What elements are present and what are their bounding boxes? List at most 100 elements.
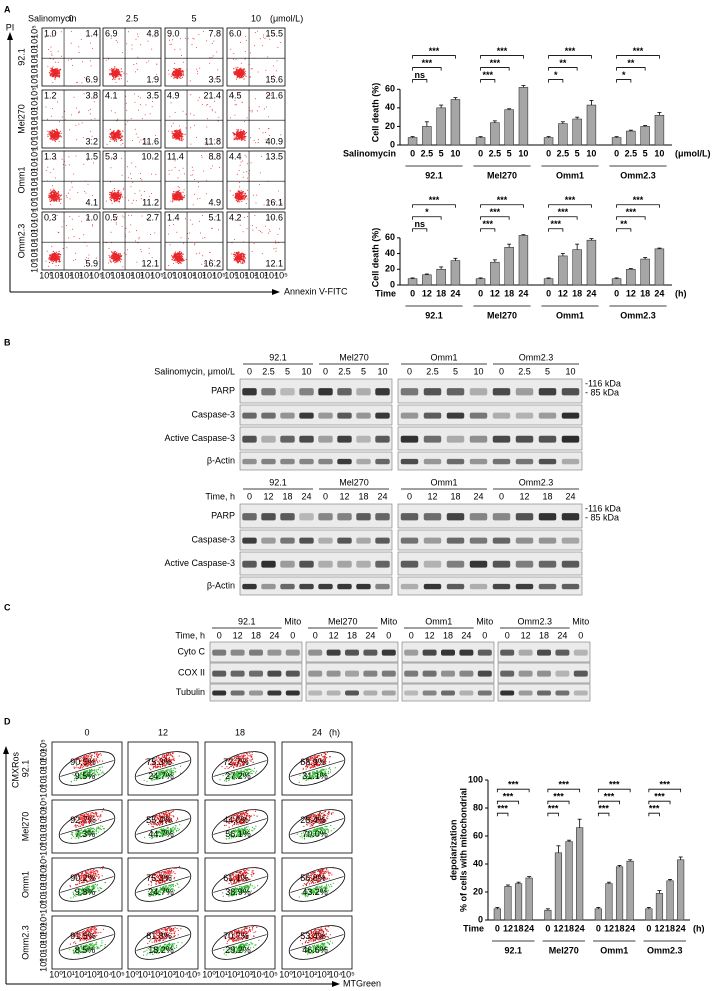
dot <box>234 256 236 258</box>
group-label: 92.1 <box>269 352 287 362</box>
dot <box>110 181 111 183</box>
bar <box>475 278 486 286</box>
dot <box>257 139 259 141</box>
dot <box>140 251 142 253</box>
dot <box>76 82 78 84</box>
dot <box>123 72 125 74</box>
dot <box>246 171 248 173</box>
panel-label: B <box>4 337 11 347</box>
bar <box>450 260 461 286</box>
dot <box>138 236 140 238</box>
dot <box>54 61 56 63</box>
lane-label: 0 <box>482 630 487 640</box>
quadrant-value: 11.6 <box>142 136 159 146</box>
dot <box>171 132 173 134</box>
dot <box>236 129 238 131</box>
dot <box>137 36 139 38</box>
dot <box>275 247 277 249</box>
dot <box>259 172 261 174</box>
blot-band <box>515 388 534 396</box>
dot <box>66 225 67 227</box>
dot <box>148 247 150 249</box>
dot <box>51 74 53 76</box>
dot <box>243 191 245 193</box>
dot <box>47 166 49 168</box>
dot <box>180 194 182 196</box>
dot <box>45 260 47 262</box>
dot <box>105 59 107 61</box>
dot <box>238 170 240 171</box>
dose-label: 10 <box>251 13 261 23</box>
panel-label: D <box>4 716 11 726</box>
category-label: 18 <box>436 288 446 298</box>
dot <box>108 58 109 60</box>
dot <box>148 60 150 62</box>
dot <box>133 199 134 201</box>
dot <box>181 138 183 140</box>
dot <box>179 128 181 130</box>
dot <box>253 140 255 141</box>
dot <box>120 139 122 142</box>
dot <box>173 72 175 74</box>
dot <box>236 261 238 263</box>
dot <box>178 139 180 141</box>
dot <box>78 111 80 113</box>
blot-band <box>375 458 390 465</box>
treatment-label: Salinomycin <box>28 13 77 23</box>
y-axis-label: CMXRos <box>10 752 20 789</box>
dot <box>207 104 209 105</box>
blot-band <box>363 690 378 696</box>
blot-band <box>518 670 533 677</box>
blot-band <box>285 649 300 656</box>
dot <box>173 223 175 225</box>
dot <box>231 253 233 255</box>
dot <box>229 117 231 119</box>
lane-label: 18 <box>539 630 549 640</box>
blot-band <box>561 435 580 443</box>
category-label: 18 <box>572 288 582 298</box>
dot <box>241 77 243 79</box>
dot <box>88 110 90 112</box>
dot <box>236 135 238 138</box>
dot <box>245 36 247 38</box>
dot <box>252 194 254 196</box>
dot <box>52 130 54 132</box>
quadrant-value: 9.0 <box>167 28 180 38</box>
dot <box>127 199 129 201</box>
quadrant-value: 4.4 <box>229 151 242 161</box>
dot <box>267 56 269 58</box>
dot <box>242 262 244 264</box>
blot-band <box>261 388 276 396</box>
dot <box>120 68 122 70</box>
dot <box>172 263 174 264</box>
dot <box>202 255 204 257</box>
bar <box>645 908 653 921</box>
dot <box>83 93 85 95</box>
dot <box>114 78 116 80</box>
blot-band <box>422 649 437 656</box>
flow-plot: 1.0 1.46.9 <box>41 27 101 87</box>
arrow-head <box>7 32 13 40</box>
dot <box>109 69 111 71</box>
blot-band <box>518 690 533 696</box>
dot <box>244 193 246 195</box>
dot <box>178 251 181 253</box>
blot-band <box>500 670 515 677</box>
dot <box>202 215 203 216</box>
y-axis-title: depoiarization <box>448 819 458 880</box>
blot-band <box>459 670 474 677</box>
unit-label: (h) <box>329 727 340 737</box>
blot-band <box>261 560 276 568</box>
blot-band <box>446 388 465 396</box>
dot <box>168 73 170 75</box>
dot <box>48 72 51 74</box>
dot <box>135 133 137 135</box>
dot <box>241 72 243 75</box>
dot <box>239 195 241 197</box>
lane-label: 18 <box>347 630 357 640</box>
dot <box>57 101 58 103</box>
dot <box>51 36 53 38</box>
blot-band <box>469 583 488 590</box>
time-label: 18 <box>235 727 245 737</box>
y-axis-title: Cell death (%) <box>370 83 380 143</box>
